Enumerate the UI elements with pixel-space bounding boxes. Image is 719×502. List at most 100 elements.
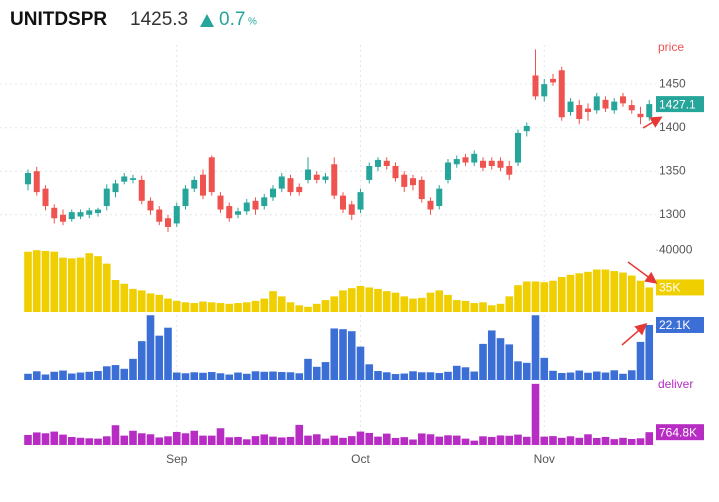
bar [234, 303, 242, 312]
bar [382, 372, 391, 380]
bar [435, 436, 444, 445]
candle-body [25, 172, 31, 185]
bar [487, 330, 496, 380]
bar [41, 374, 50, 380]
bar [487, 436, 496, 445]
bar [461, 300, 470, 312]
bar [522, 362, 531, 380]
candle-body [147, 200, 154, 211]
bar [522, 281, 531, 312]
bar [601, 269, 610, 312]
bar [32, 371, 41, 380]
bar [470, 440, 479, 445]
bar [470, 371, 479, 380]
last-value-box [656, 96, 704, 113]
bar [251, 371, 260, 380]
candle-body [331, 164, 338, 196]
bar [295, 373, 304, 380]
panel-label: deliver [658, 377, 693, 391]
bar [601, 436, 610, 445]
bar [251, 300, 260, 312]
bar [269, 436, 277, 445]
bar [619, 437, 627, 445]
bar [24, 434, 32, 445]
bar [216, 428, 225, 445]
bar [190, 430, 199, 445]
bar [400, 296, 409, 312]
bar [347, 288, 356, 312]
bar [584, 271, 592, 312]
bar [514, 361, 522, 380]
candle-body [585, 108, 591, 113]
bar [225, 303, 234, 312]
bar [531, 383, 540, 445]
bar [531, 281, 540, 312]
bar [85, 253, 94, 312]
annotation-arrow [642, 116, 663, 129]
up-arrow-icon [200, 14, 214, 27]
candle-body [471, 153, 478, 163]
bar [172, 431, 181, 445]
bar [636, 280, 645, 312]
bar [216, 373, 225, 380]
bar [277, 437, 286, 445]
bar [304, 358, 312, 380]
change-unit: % [248, 17, 257, 28]
bar [76, 257, 85, 312]
bar [225, 374, 234, 380]
candle-body [628, 105, 635, 111]
bar [94, 256, 102, 312]
bar [295, 305, 304, 312]
candle-body [401, 174, 408, 187]
bar [487, 305, 496, 312]
candle-body [77, 212, 84, 217]
bar [470, 303, 479, 312]
candle-body [453, 159, 460, 165]
bar [234, 436, 242, 445]
bar [32, 250, 41, 312]
bar [207, 435, 216, 445]
bar [199, 301, 207, 312]
bar [129, 430, 137, 445]
bar [102, 263, 111, 312]
bar [557, 277, 566, 312]
bar [94, 438, 102, 445]
candle-body [200, 174, 206, 196]
y-tick-label: 1450 [659, 76, 686, 90]
bar [137, 290, 146, 312]
candle-body [418, 179, 425, 200]
bar [549, 370, 557, 380]
bar [269, 371, 277, 380]
bar [356, 285, 365, 312]
candle-body [558, 70, 565, 118]
bar [645, 324, 654, 380]
bar [50, 371, 59, 380]
bar [496, 303, 505, 312]
candle-body [523, 125, 530, 132]
bar [479, 302, 487, 312]
bar [592, 437, 601, 445]
bar [409, 298, 417, 312]
bar [120, 283, 129, 312]
bar [304, 435, 312, 445]
bar [391, 374, 400, 380]
bar [645, 432, 654, 445]
bar [601, 372, 610, 380]
bar [505, 296, 514, 312]
bar [242, 373, 251, 380]
bar [627, 275, 636, 312]
bar [461, 438, 470, 445]
candle-body [480, 160, 486, 168]
bar [85, 438, 94, 445]
bar [286, 302, 295, 312]
bar [155, 294, 164, 312]
bar [444, 371, 452, 380]
candle-body [95, 209, 101, 214]
bar [207, 302, 216, 312]
annotation-arrow [627, 261, 658, 284]
bar [164, 298, 172, 312]
bar [619, 272, 627, 312]
bar [260, 434, 269, 445]
candle-body [33, 171, 40, 193]
